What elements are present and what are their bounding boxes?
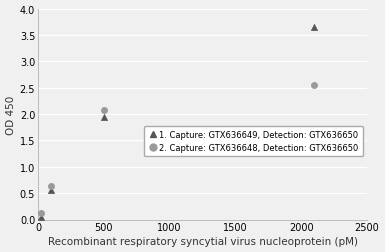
Point xyxy=(101,115,107,119)
X-axis label: Recombinant respiratory syncytial virus nucleoprotein (pM): Recombinant respiratory syncytial virus … xyxy=(47,237,358,246)
Point xyxy=(311,26,318,30)
Point xyxy=(38,211,44,215)
Y-axis label: OD 450: OD 450 xyxy=(5,95,15,134)
Point xyxy=(311,84,318,88)
Point xyxy=(48,189,54,193)
Point xyxy=(48,184,54,188)
Legend: 1. Capture: GTX636649, Detection: GTX636650, 2. Capture: GTX636648, Detection: G: 1. Capture: GTX636649, Detection: GTX636… xyxy=(144,126,363,157)
Point xyxy=(38,215,44,219)
Point xyxy=(101,109,107,113)
